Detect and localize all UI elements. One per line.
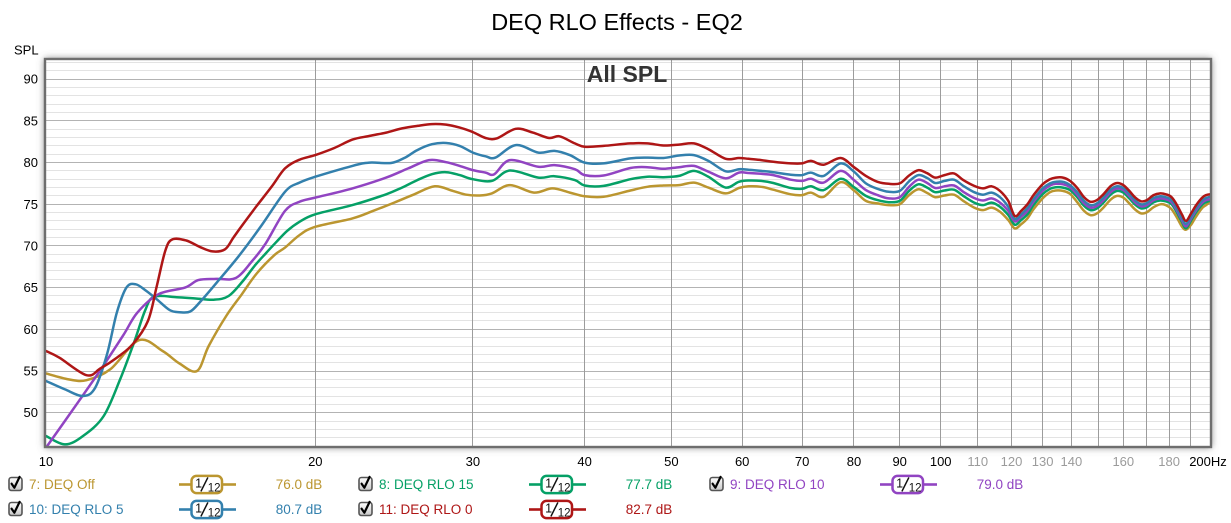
svg-text:120: 120 [1001,454,1023,469]
svg-text:12: 12 [558,483,571,495]
svg-text:200Hz: 200Hz [1189,454,1227,469]
svg-text:80.7 dB: 80.7 dB [276,502,323,517]
svg-text:SPL: SPL [14,43,39,58]
svg-text:7: DEQ Off: 7: DEQ Off [29,477,95,492]
svg-text:11: DEQ RLO 0: 11: DEQ RLO 0 [379,502,473,517]
svg-text:77.7 dB: 77.7 dB [626,477,673,492]
svg-text:All SPL: All SPL [587,61,668,87]
svg-text:55: 55 [24,364,38,379]
svg-text:70: 70 [795,454,809,469]
svg-text:12: 12 [558,508,571,520]
svg-text:90: 90 [892,454,906,469]
svg-text:60: 60 [735,454,749,469]
svg-text:110: 110 [967,454,988,469]
svg-text:140: 140 [1061,454,1083,469]
svg-text:20: 20 [308,454,322,469]
svg-text:85: 85 [24,113,38,128]
svg-text:12: 12 [909,483,922,495]
svg-text:82.7 dB: 82.7 dB [626,502,673,517]
svg-text:80: 80 [847,454,861,469]
svg-text:50: 50 [24,405,38,420]
svg-text:10: DEQ RLO 5: 10: DEQ RLO 5 [29,502,124,517]
svg-text:1: 1 [896,476,903,490]
svg-text:1: 1 [195,501,202,515]
svg-text:12: 12 [208,483,221,495]
svg-text:8: DEQ RLO 15: 8: DEQ RLO 15 [379,477,474,492]
svg-text:12: 12 [208,508,221,520]
svg-text:1: 1 [545,501,552,515]
svg-text:60: 60 [24,322,38,337]
svg-text:30: 30 [466,454,480,469]
svg-text:65: 65 [24,280,38,295]
svg-text:160: 160 [1112,454,1134,469]
svg-text:40: 40 [577,454,591,469]
svg-text:130: 130 [1032,454,1054,469]
svg-text:50: 50 [664,454,678,469]
svg-text:75: 75 [24,197,38,212]
svg-text:100: 100 [930,454,952,469]
svg-text:DEQ RLO Effects - EQ2: DEQ RLO Effects - EQ2 [491,9,743,35]
svg-text:90: 90 [24,72,38,87]
svg-text:1: 1 [195,476,202,490]
svg-text:76.0 dB: 76.0 dB [276,477,323,492]
svg-text:80: 80 [24,155,38,170]
svg-text:79.0 dB: 79.0 dB [977,477,1024,492]
svg-text:70: 70 [24,238,38,253]
svg-text:1: 1 [545,476,552,490]
svg-text:10: 10 [39,454,53,469]
svg-text:9: DEQ RLO 10: 9: DEQ RLO 10 [730,477,825,492]
svg-text:180: 180 [1158,454,1180,469]
